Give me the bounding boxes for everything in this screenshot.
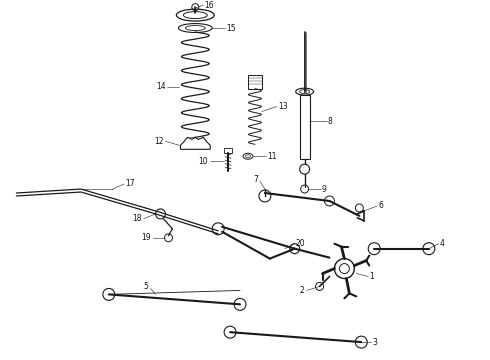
Text: 11: 11 <box>267 152 276 161</box>
Text: 16: 16 <box>204 1 214 10</box>
Polygon shape <box>180 138 210 149</box>
FancyBboxPatch shape <box>248 75 262 89</box>
Text: 2: 2 <box>300 286 305 295</box>
Text: 19: 19 <box>141 233 150 242</box>
Text: 15: 15 <box>226 23 236 32</box>
Text: 4: 4 <box>440 239 445 248</box>
FancyBboxPatch shape <box>300 95 310 159</box>
Text: 8: 8 <box>327 117 332 126</box>
Text: 5: 5 <box>144 282 148 291</box>
Text: 1: 1 <box>369 272 374 281</box>
Text: 12: 12 <box>154 137 164 146</box>
Text: 17: 17 <box>125 179 134 188</box>
Text: 14: 14 <box>156 82 166 91</box>
Text: 7: 7 <box>253 175 258 184</box>
Text: 13: 13 <box>278 102 288 111</box>
Text: 3: 3 <box>372 338 377 347</box>
Text: 10: 10 <box>198 157 208 166</box>
Text: 20: 20 <box>295 239 305 248</box>
FancyBboxPatch shape <box>224 148 232 153</box>
Text: 9: 9 <box>321 185 326 194</box>
Text: 6: 6 <box>378 202 383 211</box>
Text: 18: 18 <box>132 214 142 223</box>
